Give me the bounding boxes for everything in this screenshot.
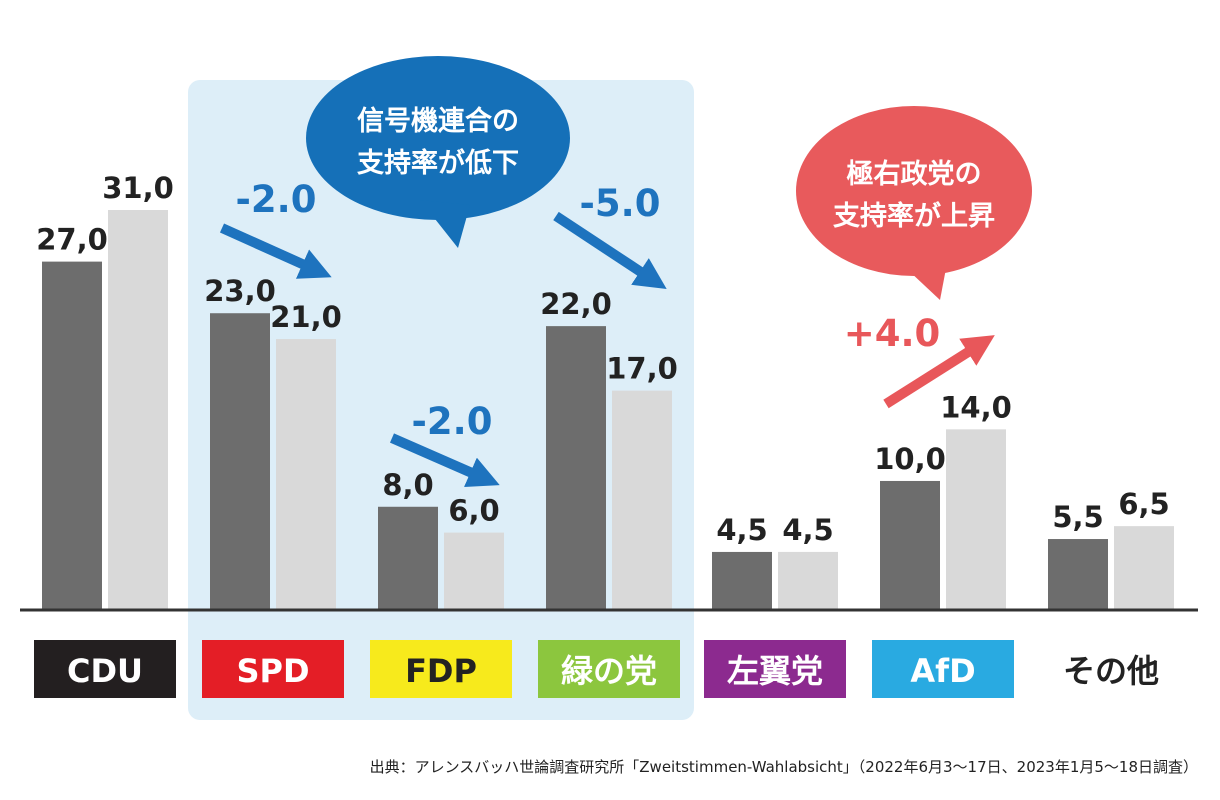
bar-FDP-2: [444, 532, 504, 610]
value-label: 10,0: [874, 442, 946, 476]
value-label: 4,5: [716, 513, 767, 547]
value-label: 8,0: [382, 468, 433, 502]
category-box: [872, 640, 1014, 698]
callout-text: 支持率が低下: [357, 147, 519, 179]
change-label: +4.0: [844, 312, 941, 355]
change-arrow-AfD: [883, 335, 995, 409]
callout-tail: [892, 255, 948, 300]
value-label: 22,0: [540, 287, 612, 321]
change-arrow-緑の党: [553, 211, 667, 290]
value-label: 31,0: [102, 171, 174, 205]
callout-tail: [420, 200, 470, 248]
category-label: AfD: [910, 652, 975, 690]
value-label: 14,0: [940, 390, 1012, 424]
category-label: 緑の党: [561, 652, 657, 690]
category-label: 左翼党: [727, 652, 823, 690]
change-label: -5.0: [580, 182, 661, 225]
category-box: [538, 640, 680, 698]
bar-SPD-1: [210, 313, 270, 610]
bar-左翼党-2: [778, 551, 838, 610]
bar-AfD-2: [946, 429, 1006, 610]
change-label: -2.0: [236, 178, 317, 221]
source-note: 出典：アレンスバッハ世論調査研究所「Zweitstimmen-Wahlabsic…: [369, 758, 1198, 776]
value-label: 17,0: [606, 352, 678, 386]
bar-FDP-1: [378, 506, 438, 610]
bar-AfD-1: [880, 480, 940, 610]
value-label: 4,5: [782, 513, 833, 547]
bar-その他-2: [1114, 526, 1174, 610]
bar-緑の党-2: [612, 390, 672, 610]
callout-text: 極右政党の: [847, 159, 982, 190]
change-label: -2.0: [412, 400, 493, 443]
callout-bubble: [796, 106, 1032, 276]
value-label: 5,5: [1052, 500, 1103, 534]
callout-text: 支持率が上昇: [833, 200, 995, 232]
category-box: [370, 640, 512, 698]
value-label: 21,0: [270, 300, 342, 334]
category-box: [1040, 640, 1182, 698]
category-label: SPD: [236, 652, 309, 690]
value-label: 6,5: [1118, 487, 1169, 521]
category-label: FDP: [405, 652, 477, 690]
category-box: [202, 640, 344, 698]
category-box: [34, 640, 176, 698]
value-label: 23,0: [204, 274, 276, 308]
callout-text: 信号機連合の: [357, 105, 519, 137]
value-label: 27,0: [36, 223, 108, 257]
category-label: CDU: [67, 652, 143, 690]
bar-その他-1: [1048, 539, 1108, 610]
bar-左翼党-1: [712, 551, 772, 610]
change-arrow-FDP: [389, 433, 500, 487]
bar-緑の党-1: [546, 326, 606, 610]
bar-SPD-2: [276, 339, 336, 610]
category-label: その他: [1063, 652, 1159, 690]
callout-bubble: [306, 56, 570, 220]
bar-CDU-2: [108, 210, 168, 610]
change-arrow-SPD: [219, 223, 332, 279]
bar-CDU-1: [42, 261, 102, 610]
value-label: 6,0: [448, 494, 499, 528]
category-box: [704, 640, 846, 698]
